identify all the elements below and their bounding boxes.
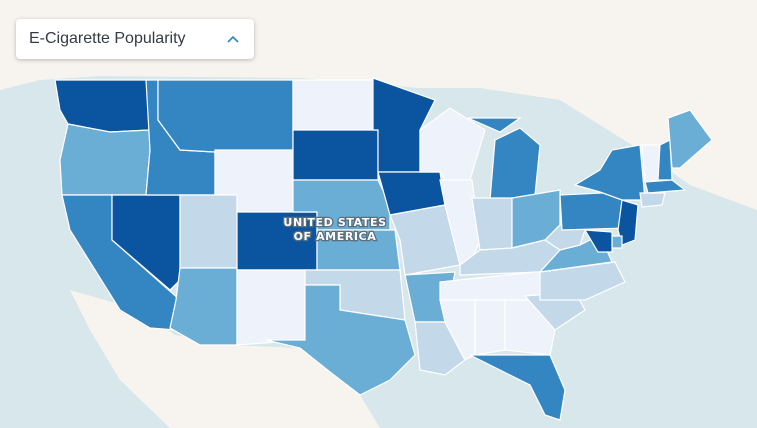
dropdown-selected-label: E-Cigarette Popularity bbox=[29, 30, 186, 47]
state-new-york[interactable] bbox=[573, 144, 646, 201]
state-connecticut[interactable] bbox=[639, 192, 666, 208]
state-south-dakota[interactable] bbox=[292, 129, 379, 181]
state-oregon[interactable] bbox=[59, 123, 151, 196]
state-delaware[interactable] bbox=[611, 235, 623, 249]
state-montana[interactable] bbox=[157, 79, 294, 153]
state-vermont[interactable] bbox=[641, 144, 661, 183]
state-maryland[interactable] bbox=[583, 229, 613, 253]
state-missouri[interactable] bbox=[389, 204, 461, 276]
state-texas[interactable] bbox=[265, 284, 416, 396]
state-alabama[interactable] bbox=[474, 299, 506, 356]
states-layer bbox=[54, 77, 713, 421]
state-new-mexico[interactable] bbox=[236, 269, 306, 346]
state-massachusetts[interactable] bbox=[644, 179, 687, 194]
chevron-up-icon[interactable] bbox=[226, 32, 240, 46]
country-label-line1: UNITED STATES bbox=[283, 216, 386, 229]
state-north-dakota[interactable] bbox=[292, 79, 374, 131]
state-maine[interactable] bbox=[667, 109, 713, 169]
state-arizona[interactable] bbox=[169, 267, 238, 346]
state-mississippi[interactable] bbox=[439, 299, 476, 361]
country-label-line2: OF AMERICA bbox=[294, 230, 377, 243]
state-florida[interactable] bbox=[469, 354, 566, 421]
state-louisiana[interactable] bbox=[414, 321, 466, 376]
country-label: UNITED STATES OF AMERICA bbox=[282, 215, 387, 245]
metric-dropdown[interactable]: E-Cigarette Popularity bbox=[16, 19, 254, 59]
state-new-jersey[interactable] bbox=[617, 199, 639, 246]
